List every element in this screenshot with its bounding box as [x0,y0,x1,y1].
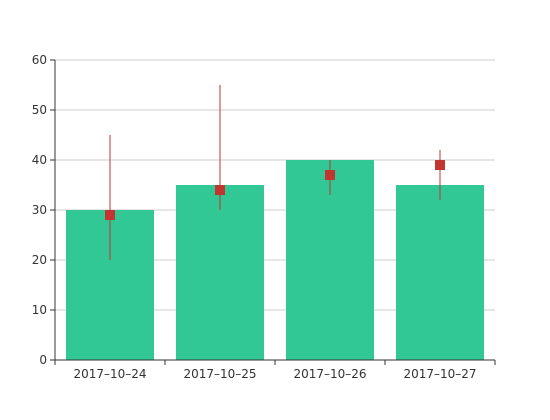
axes [50,59,496,365]
y-tick-label: 0 [39,353,47,367]
y-tick-label: 50 [32,103,47,117]
y-tick-label: 30 [32,203,47,217]
bar [396,185,484,360]
x-tick-label: 2017–10–25 [183,367,256,381]
y-tick-label: 60 [32,53,47,67]
y-tick-label: 20 [32,253,47,267]
x-tick-label: 2017–10–27 [403,367,476,381]
y-tick-label: 40 [32,153,47,167]
bars [66,160,484,360]
value-marker [435,160,445,170]
value-marker [325,170,335,180]
x-tick-label: 2017–10–26 [293,367,366,381]
x-tick-label: 2017–10–24 [73,367,146,381]
error-markers [105,85,445,260]
value-marker [215,185,225,195]
bar [176,185,264,360]
y-tick-label: 10 [32,303,47,317]
value-marker [105,210,115,220]
tick-labels: 0 10 20 30 40 50 60 2017–10–24 2017–10–25 2017–10… [32,53,477,381]
